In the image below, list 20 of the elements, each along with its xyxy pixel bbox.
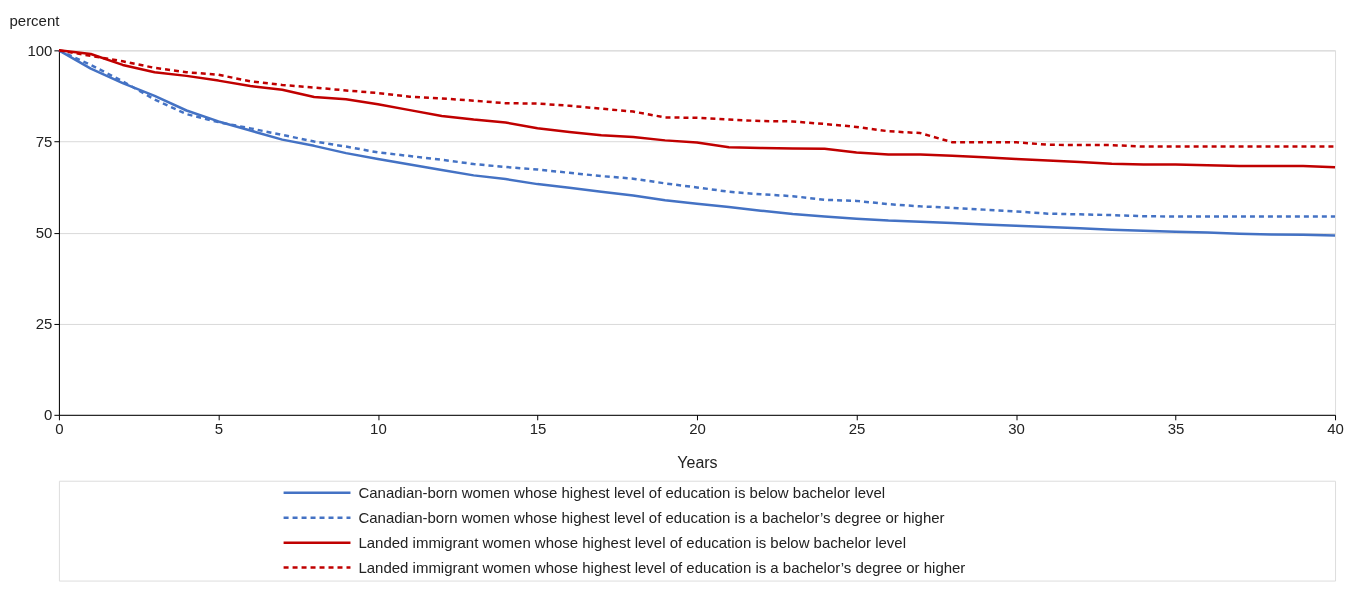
legend-label: Canadian-born women whose highest level of education is a bachelor’s degree or higher: [358, 508, 945, 526]
x-tick-label: 30: [1008, 420, 1025, 438]
y-tick-label: 100: [27, 41, 53, 59]
y-tick-label: 50: [35, 224, 53, 242]
x-tick-label: 20: [689, 420, 706, 438]
x-tick-label: 40: [1327, 420, 1344, 438]
legend-label: Canadian-born women whose highest level of education is below bachelor level: [358, 483, 886, 501]
x-tick-label: 25: [848, 420, 866, 438]
y-tick-label: 25: [35, 315, 53, 333]
x-tick-label: 15: [529, 420, 547, 438]
x-tick-label: 35: [1167, 420, 1185, 438]
y-axis-title: percent: [9, 11, 61, 29]
legend-label: Landed immigrant women whose highest level of education is a bachelor’s degree or higher: [358, 558, 966, 576]
x-tick-label: 10: [370, 420, 387, 438]
x-tick-label: 0: [55, 420, 64, 438]
y-tick-label: 75: [35, 132, 53, 150]
x-tick-label: 5: [214, 420, 224, 438]
x-axis-title: Years: [677, 454, 718, 472]
legend-label: Landed immigrant women whose highest level of education is below bachelor level: [358, 533, 906, 551]
y-tick-label: 0: [44, 406, 53, 424]
